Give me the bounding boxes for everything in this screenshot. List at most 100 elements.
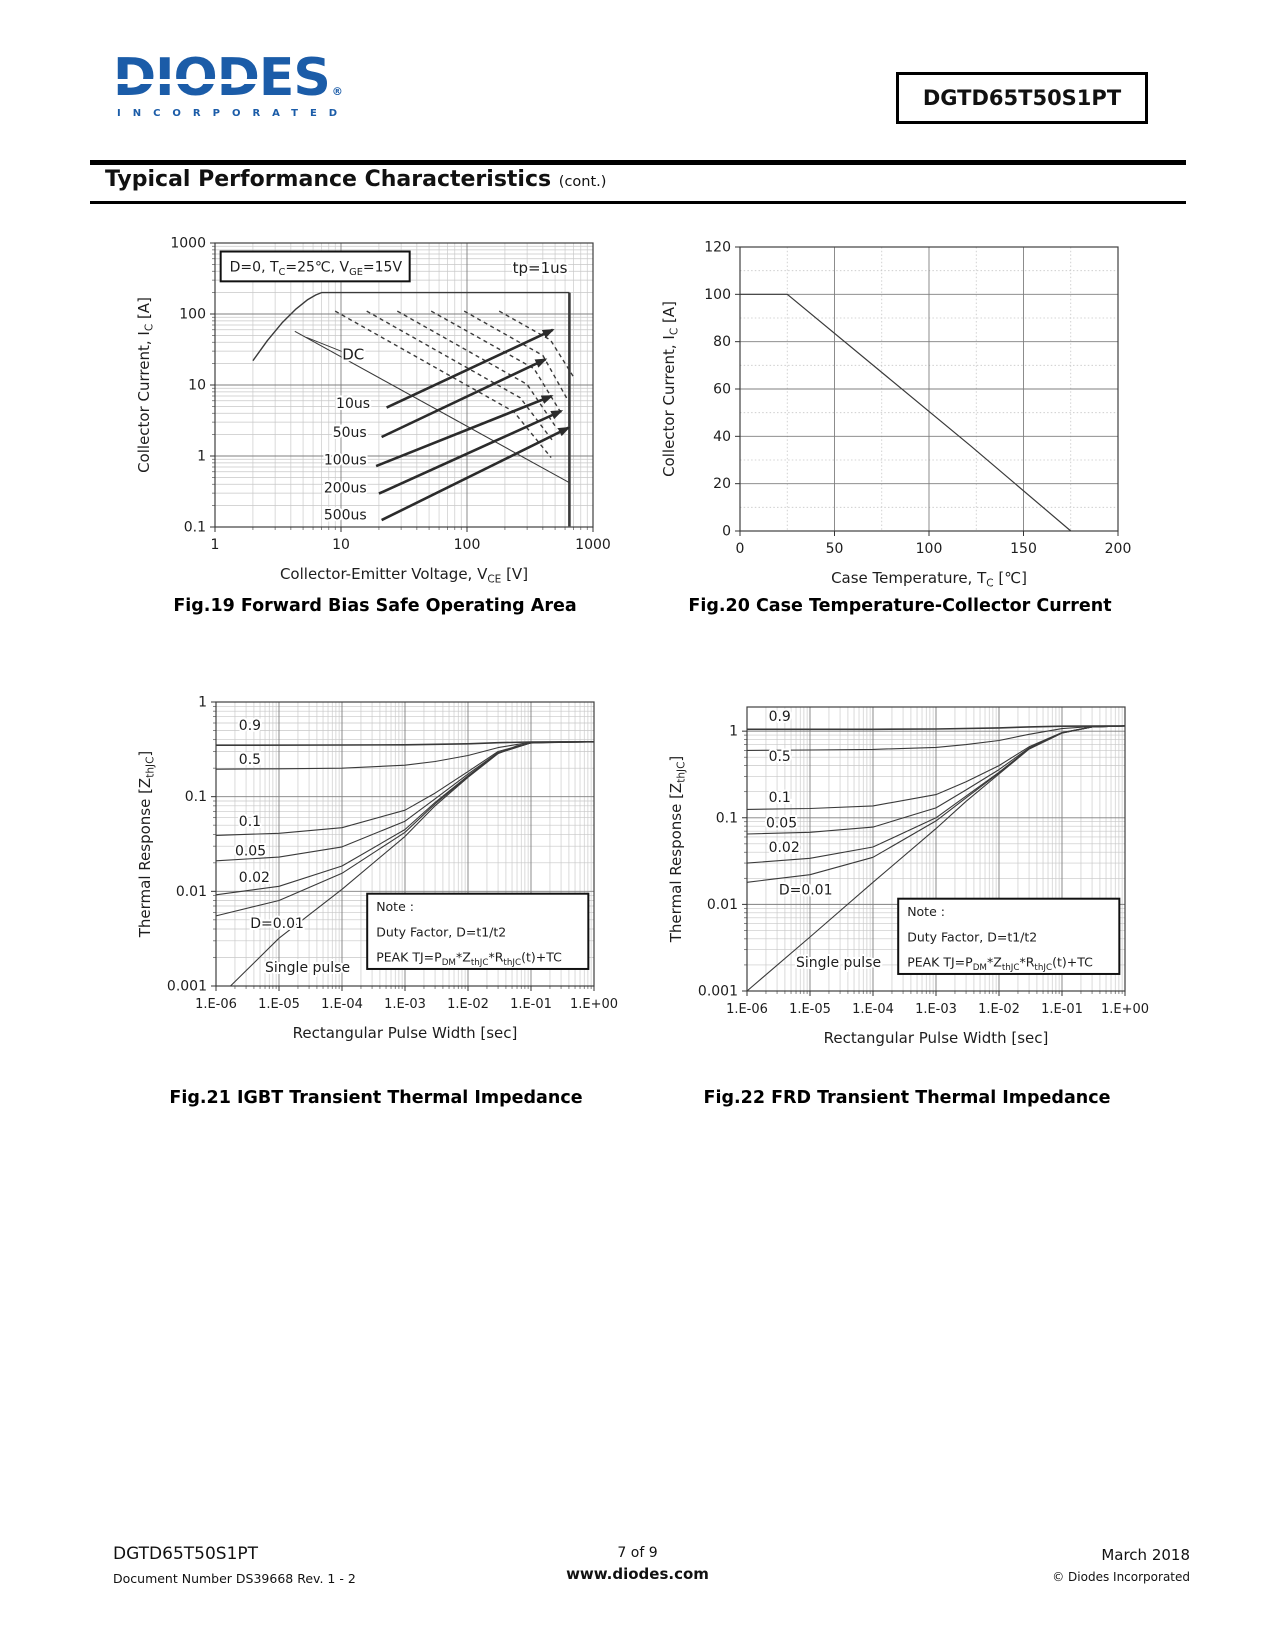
svg-text:1.E-05: 1.E-05 xyxy=(258,997,300,1012)
svg-text:1.E-06: 1.E-06 xyxy=(195,997,237,1012)
fig21-label: 0.5 xyxy=(239,752,261,768)
fig21-plot: 1.E-06 1.E-05 1.E-04 1.E-03 1.E-02 1.E-01 1.E+… xyxy=(136,695,618,1043)
fig19-tp-500us-dashed xyxy=(334,310,552,459)
registered-trademark-icon: ® xyxy=(331,85,343,98)
fig19-note-box xyxy=(219,250,411,283)
footer-part-number: DGTD65T50S1PT xyxy=(113,1544,259,1564)
svg-text:80: 80 xyxy=(713,334,731,350)
svg-text:1000: 1000 xyxy=(170,236,206,252)
part-number-box: DGTD65T50S1PT xyxy=(896,72,1148,124)
fig21-caption: Fig.21 IGBT Transient Thermal Impedance xyxy=(169,1088,583,1108)
svg-text:Rectangular Pulse Width [sec]: Rectangular Pulse Width [sec] xyxy=(293,1024,518,1042)
svg-text:100: 100 xyxy=(454,537,481,553)
svg-text:Thermal Response [ZthJC]: Thermal Response [ZthJC] xyxy=(667,756,688,944)
fig19-tp-200us-dashed xyxy=(366,310,555,443)
fig21-label: Single pulse xyxy=(265,960,350,976)
fig22-label: 0.02 xyxy=(769,840,800,856)
svg-text:0.1: 0.1 xyxy=(185,789,207,805)
fig19-label: DC xyxy=(342,346,364,364)
fig22-duty-0.5 xyxy=(746,725,1126,751)
fig21-duty-0.01 xyxy=(215,741,595,917)
fig22-single-pulse xyxy=(746,725,1126,992)
svg-text:0.1: 0.1 xyxy=(184,520,206,536)
fig19-dc-soa-line xyxy=(294,330,570,484)
figure-fig19: 1 10 100 1000 1000 100 10 1 0.1 Collector-Emitter… xyxy=(129,227,621,617)
footer-document-number: Document Number DS39668 Rev. 1 - 2 xyxy=(113,1571,356,1586)
fig22-label: 0.9 xyxy=(769,709,791,725)
fig21-label: 0.9 xyxy=(239,718,261,734)
svg-text:1: 1 xyxy=(729,724,738,740)
figure-fig20: 0 50 100 150 200 0 20 40 60 80 100 120 Case Temperat… xyxy=(654,231,1146,617)
svg-text:1.E+00: 1.E+00 xyxy=(1101,1002,1149,1017)
svg-text:1.E-05: 1.E-05 xyxy=(789,1002,831,1017)
page-title-cont: (cont.) xyxy=(558,174,607,190)
svg-text:0.001: 0.001 xyxy=(698,984,738,1000)
svg-text:1.E-02: 1.E-02 xyxy=(978,1002,1020,1017)
logo-horizontal-bar xyxy=(113,79,263,84)
fig19-arrow-200us xyxy=(378,409,564,495)
footer-copyright: © Diodes Incorporated xyxy=(1052,1570,1190,1584)
footer-date: March 2018 xyxy=(1101,1546,1190,1564)
diodes-logo-wordmark: DIODES ® xyxy=(113,52,363,104)
footer-website-link: www.diodes.com xyxy=(566,1565,709,1583)
fig22-note-box xyxy=(897,897,1121,975)
figure-fig21: 1.E-06 1.E-05 1.E-04 1.E-03 1.E-02 1.E-01 1.E+… xyxy=(130,686,622,1109)
svg-text:1: 1 xyxy=(211,537,220,553)
svg-text:60: 60 xyxy=(713,382,731,398)
fig21-single-pulse xyxy=(230,741,594,987)
fig22-label: 0.1 xyxy=(769,790,791,806)
svg-text:1.E-03: 1.E-03 xyxy=(384,997,426,1012)
svg-text:20: 20 xyxy=(713,476,731,492)
fig19-caption: Fig.19 Forward Bias Safe Operating Area xyxy=(173,596,577,616)
svg-text:Duty Factor, D=t1/t2: Duty Factor, D=t1/t2 xyxy=(907,929,1037,944)
svg-text:1.E-01: 1.E-01 xyxy=(1041,1002,1083,1017)
page-title: Typical Performance Characteristics (con… xyxy=(105,167,606,192)
svg-text:150: 150 xyxy=(1010,541,1037,557)
footer-center: 7 of 9 www.diodes.com xyxy=(0,1545,1275,1583)
fig19-soa-chart: 1 10 100 1000 1000 100 10 1 0.1 Collector-Emitter… xyxy=(129,227,621,589)
svg-text:PEAK TJ=PDM*ZthJC*RthJC(t)+TC: PEAK TJ=PDM*ZthJC*RthJC(t)+TC xyxy=(907,954,1093,973)
svg-text:Collector Current, IC [A]: Collector Current, IC [A] xyxy=(660,301,681,477)
svg-text:1000: 1000 xyxy=(575,537,611,553)
fig21-label: D=0.01 xyxy=(250,916,304,932)
svg-text:0.01: 0.01 xyxy=(707,897,738,913)
svg-text:Note :: Note : xyxy=(376,899,414,914)
fig22-label: 0.5 xyxy=(769,749,791,765)
fig20-caption: Fig.20 Case Temperature-Collector Curren… xyxy=(688,596,1112,616)
fig20-derating-chart: 0 50 100 150 200 0 20 40 60 80 100 120 Case Temperat… xyxy=(654,231,1146,593)
fig21-label: 0.05 xyxy=(235,843,266,859)
svg-text:0: 0 xyxy=(722,524,731,540)
svg-text:1.E-02: 1.E-02 xyxy=(447,997,489,1012)
svg-text:1.E-04: 1.E-04 xyxy=(321,997,363,1012)
svg-text:1: 1 xyxy=(198,695,207,711)
svg-text:40: 40 xyxy=(713,429,731,445)
svg-text:50: 50 xyxy=(826,541,844,557)
svg-text:Rectangular Pulse Width [sec]: Rectangular Pulse Width [sec] xyxy=(824,1029,1049,1047)
svg-text:Collector-Emitter Voltage, VCE: Collector-Emitter Voltage, VCE [V] xyxy=(280,565,528,586)
svg-text:1: 1 xyxy=(197,449,206,465)
footer-right: March 2018 © Diodes Incorporated xyxy=(1052,1546,1190,1584)
title-rule-top xyxy=(90,160,1186,165)
fig21-note-box xyxy=(366,892,590,970)
fig20-plot: 0 50 100 150 200 0 20 40 60 80 100 120 Case Temperat… xyxy=(660,240,1131,590)
svg-text:1.E+00: 1.E+00 xyxy=(570,997,618,1012)
fig22-plot: 1.E-06 1.E-05 1.E-04 1.E-03 1.E-02 1.E-01 1.E+… xyxy=(667,706,1149,1047)
fig22-frd-thermal-chart: 1.E-06 1.E-05 1.E-04 1.E-03 1.E-02 1.E-01 1.E+… xyxy=(661,691,1153,1053)
page-title-main: Typical Performance Characteristics xyxy=(105,167,552,192)
fig19-label: 50us xyxy=(333,425,367,441)
fig19-arrow-50us xyxy=(381,358,548,439)
svg-text:PEAK TJ=PDM*ZthJC*RthJC(t)+TC: PEAK TJ=PDM*ZthJC*RthJC(t)+TC xyxy=(376,949,562,968)
svg-text:1.E-04: 1.E-04 xyxy=(852,1002,894,1017)
fig19-arrow-100us xyxy=(375,394,554,468)
svg-text:0: 0 xyxy=(736,541,745,557)
fig19-label: 100us xyxy=(324,453,367,469)
svg-text:0.001: 0.001 xyxy=(167,979,207,995)
svg-text:Case Temperature, TC [℃]: Case Temperature, TC [℃] xyxy=(831,569,1027,590)
fig21-igbt-thermal-chart: 1.E-06 1.E-05 1.E-04 1.E-03 1.E-02 1.E-01 1.E+… xyxy=(130,686,622,1048)
svg-text:0.1: 0.1 xyxy=(716,810,738,826)
figure-fig22: 1.E-06 1.E-05 1.E-04 1.E-03 1.E-02 1.E-01 1.E+… xyxy=(661,691,1153,1108)
fig19-label: 200us xyxy=(324,480,367,496)
svg-text:100: 100 xyxy=(916,541,943,557)
fig19-dc-label-leader xyxy=(306,336,344,353)
